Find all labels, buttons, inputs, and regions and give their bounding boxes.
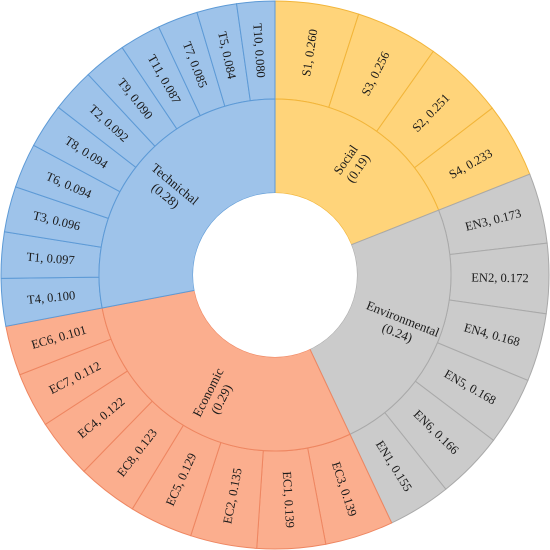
label-en2: EN2, 0.172 — [471, 271, 528, 286]
center-hole — [193, 193, 357, 357]
inner-ring — [98, 98, 452, 452]
inner-segment-environmental — [309, 209, 452, 435]
label-t1: T1, 0.097 — [26, 250, 75, 267]
label-ec1: EC1, 0.139 — [280, 471, 297, 528]
label-t4: T4, 0.100 — [26, 288, 75, 307]
label-t10: T10, 0.080 — [250, 23, 268, 78]
